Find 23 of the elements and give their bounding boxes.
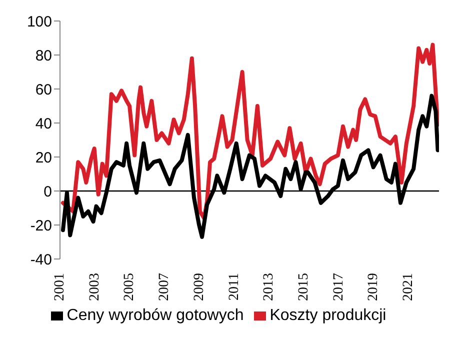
x-tick-label: 2001: [52, 273, 68, 301]
x-tick-label: 2013: [262, 273, 277, 301]
x-tick-label: 2009: [192, 273, 207, 301]
x-tick-label: 2005: [122, 273, 138, 301]
x-tick-label: 2015: [296, 273, 312, 301]
y-tick-label: 100: [26, 13, 52, 30]
x-tick-label: 2007: [157, 273, 172, 301]
legend-label: Ceny wyrobów gotowych: [66, 307, 244, 324]
y-tick-label: 60: [35, 81, 52, 98]
y-tick-label: 0: [44, 183, 52, 200]
x-tick-label: 2011: [226, 273, 242, 300]
y-tick-label: -20: [30, 217, 52, 234]
y-tick-label: 20: [35, 149, 52, 166]
y-tick-label: 40: [35, 115, 52, 132]
x-tick-label: 2003: [87, 273, 102, 301]
line-series: [60, 94, 439, 239]
x-tick-label: 2017: [331, 273, 346, 301]
line-series: [60, 42, 439, 220]
y-tick-label: -40: [30, 251, 52, 268]
y-tick-label: 80: [35, 47, 52, 64]
x-tick-label: 2019: [366, 273, 382, 301]
legend-label: Koszty produkcji: [270, 307, 386, 324]
x-tick-label: 2021: [401, 273, 416, 301]
